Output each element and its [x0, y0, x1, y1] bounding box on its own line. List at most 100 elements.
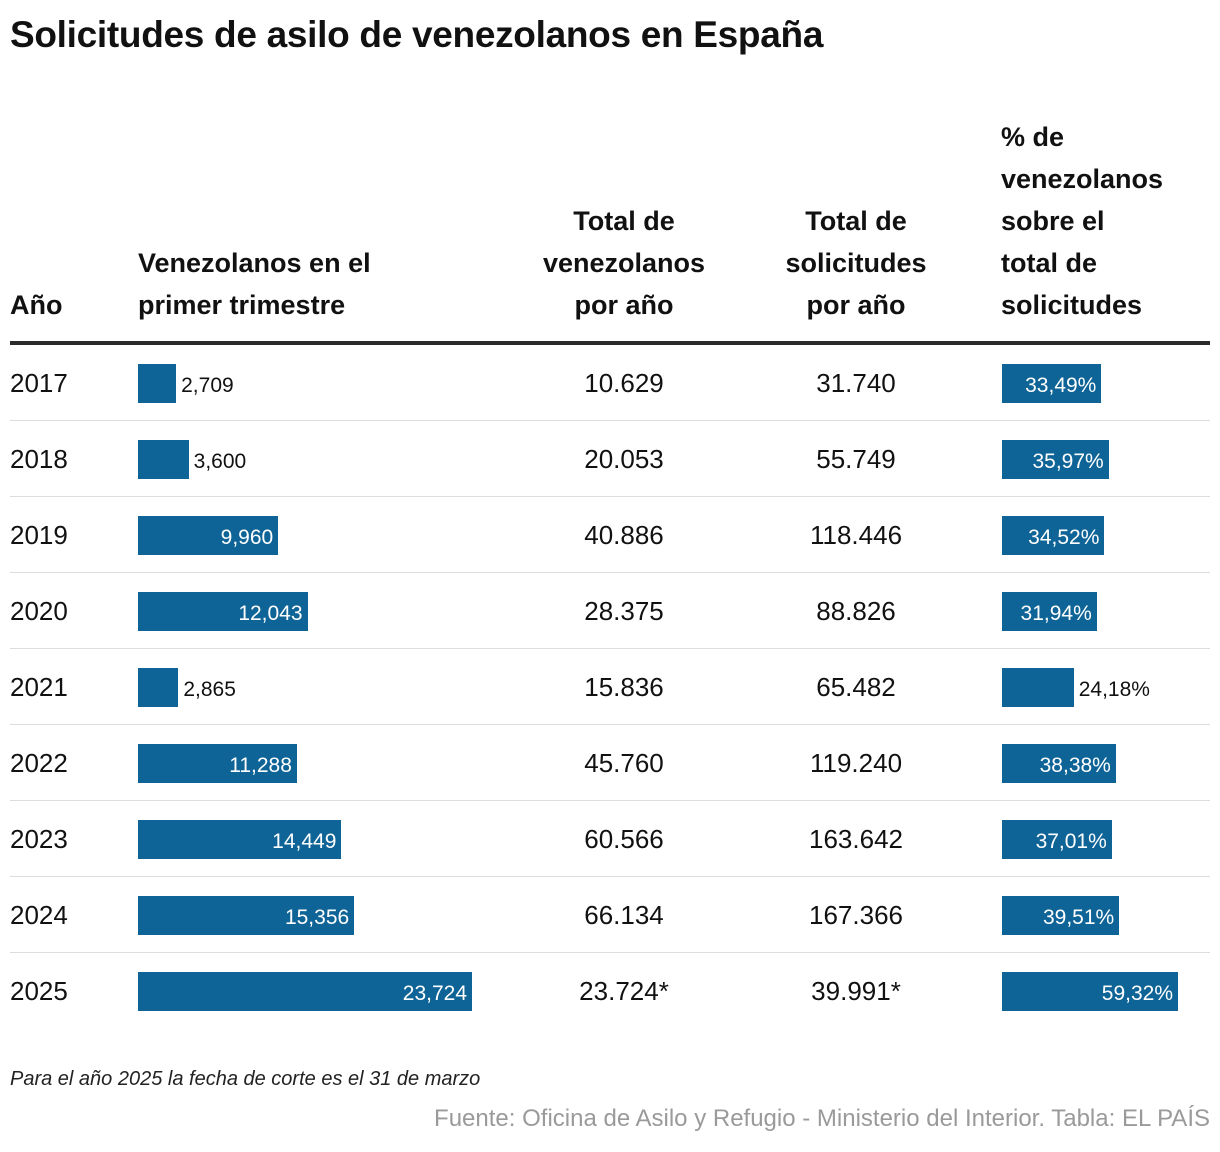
pct-bar: [1002, 744, 1116, 783]
pct-bar: [1002, 820, 1112, 859]
year-cell: 2017: [10, 368, 68, 398]
q1-bar-label: 12,043: [238, 602, 303, 625]
year-cell: 2018: [10, 444, 68, 474]
q1-bar: [138, 516, 279, 555]
table-row: 2021 2,865 15.836 65.482 24,18%: [10, 649, 1210, 725]
header-total-requests: Total de solicitudes por año: [766, 200, 946, 326]
pct-bar: [1002, 592, 1097, 631]
pct-bar-label: 24,18%: [1078, 678, 1150, 701]
header-year-line: Año: [10, 290, 63, 320]
total-venezuelans-cell: 15.836: [584, 672, 664, 702]
q1-bar: [138, 972, 472, 1011]
q1-bar-label: 2,709: [181, 374, 234, 397]
pct-bar: [1002, 516, 1105, 555]
year-cell: 2022: [10, 748, 68, 778]
q1-bar: [138, 744, 297, 783]
year-cell: 2023: [10, 824, 68, 854]
header-pct-line: total de: [1001, 248, 1098, 278]
pct-bar-label: 38,38%: [1039, 754, 1111, 777]
footnote: Para el año 2025 la fecha de corte es el…: [10, 1068, 481, 1090]
header-total-requests-line: Total de: [805, 206, 907, 236]
chart-title: Solicitudes de asilo de venezolanos en E…: [10, 14, 824, 55]
header-total-requests-line: por año: [806, 290, 906, 320]
pct-bar-label: 39,51%: [1042, 906, 1115, 929]
total-venezuelans-cell: 40.886: [584, 520, 664, 550]
pct-bar: [1002, 668, 1074, 707]
pct-bar-label: 34,52%: [1028, 526, 1100, 549]
q1-bar: [138, 592, 308, 631]
total-requests-cell: 163.642: [809, 824, 903, 854]
q1-bar: [138, 820, 342, 859]
row-separator: [10, 952, 1210, 953]
total-venezuelans-cell: 10.629: [584, 368, 664, 398]
q1-bar-label: 23,724: [402, 982, 467, 1005]
pct-bar-label: 31,94%: [1020, 602, 1092, 625]
total-requests-cell: 119.240: [809, 748, 903, 778]
q1-bar: [138, 896, 355, 935]
pct-bar: [1002, 896, 1120, 935]
row-separator: [10, 876, 1210, 877]
pct-bar-label: 37,01%: [1035, 830, 1107, 853]
pct-bar: [1002, 972, 1178, 1011]
row-separator: [10, 496, 1210, 497]
table-row: 2024 15,356 66.134 167.366 39,51%: [10, 877, 1210, 953]
total-venezuelans-cell: 60.566: [584, 824, 664, 854]
q1-bar: [138, 364, 177, 403]
row-separator: [10, 724, 1210, 725]
year-cell: 2020: [10, 596, 68, 626]
pct-bar: [1002, 364, 1102, 403]
header-total-requests-line: solicitudes: [785, 248, 927, 278]
row-separator: [10, 572, 1210, 573]
year-cell: 2024: [10, 900, 68, 930]
header-total-venezuelans-line: venezolanos: [542, 248, 706, 278]
total-requests-cell: 65.482: [816, 672, 896, 702]
header-q1-line: Venezolanos en el: [138, 248, 371, 278]
total-venezuelans-cell: 45.760: [584, 748, 664, 778]
table-row: 2019 9,960 40.886 118.446 34,52%: [10, 497, 1210, 573]
table-row: 2025 23,724 23.724* 39.991* 59,32%: [10, 953, 1210, 1029]
table-row: 2017 2,709 10.629 31.740 33,49%: [10, 345, 1210, 421]
total-venezuelans-cell: 23.724*: [579, 976, 669, 1006]
q1-bar-label: 11,288: [229, 754, 292, 777]
total-requests-cell: 31.740: [816, 368, 896, 398]
total-venezuelans-cell: 28.375: [584, 596, 664, 626]
total-venezuelans-cell: 66.134: [584, 900, 664, 930]
year-cell: 2019: [10, 520, 68, 550]
row-separator: [10, 648, 1210, 649]
table-row: 2022 11,288 45.760 119.240 38,38%: [10, 725, 1210, 801]
row-separator: [10, 800, 1210, 801]
total-requests-cell: 88.826: [816, 596, 896, 626]
header-rule: [10, 341, 1210, 345]
header-pct-line: venezolanos: [1001, 164, 1164, 194]
pct-bar-label: 59,32%: [1101, 982, 1173, 1005]
total-venezuelans-cell: 20.053: [584, 444, 664, 474]
header-total-venezuelans-line: por año: [574, 290, 674, 320]
year-cell: 2021: [10, 672, 68, 702]
source-credit: Fuente: Oficina de Asilo y Refugio - Min…: [434, 1105, 1210, 1132]
table-row: 2020 12,043 28.375 88.826 31,94%: [10, 573, 1210, 649]
header-q1: Venezolanos en el primer trimestre: [138, 242, 438, 326]
q1-bar-label: 2,865: [183, 678, 236, 701]
pct-bar-label: 33,49%: [1025, 374, 1097, 397]
header-q1-line: primer trimestre: [138, 290, 346, 320]
pct-bar: [1002, 440, 1109, 479]
q1-bar-label: 3,600: [193, 450, 247, 473]
year-cell: 2025: [10, 976, 68, 1006]
row-separator: [10, 420, 1210, 421]
pct-bar-label: 35,97%: [1032, 450, 1104, 473]
q1-bar-label: 9,960: [220, 526, 274, 549]
header-pct-line: sobre el: [1001, 206, 1105, 236]
total-requests-cell: 167.366: [809, 900, 903, 930]
total-requests-cell: 55.749: [816, 444, 896, 474]
header-total-venezuelans-line: Total de: [573, 206, 675, 236]
table-row: 2023 14,449 60.566 163.642 37,01%: [10, 801, 1210, 877]
total-requests-cell: 118.446: [809, 520, 903, 550]
header-pct-line: solicitudes: [1001, 290, 1143, 320]
table-row: 2018 3,600 20.053 55.749 35,97%: [10, 421, 1210, 497]
header-pct-line: % de: [1001, 122, 1065, 152]
header-total-venezuelans: Total de venezolanos por año: [534, 200, 714, 326]
header-pct: % de venezolanos sobre el total de solic…: [1001, 116, 1206, 326]
q1-bar-label: 15,356: [284, 906, 350, 929]
header-year: Año: [10, 284, 130, 326]
total-requests-cell: 39.991*: [811, 976, 901, 1006]
